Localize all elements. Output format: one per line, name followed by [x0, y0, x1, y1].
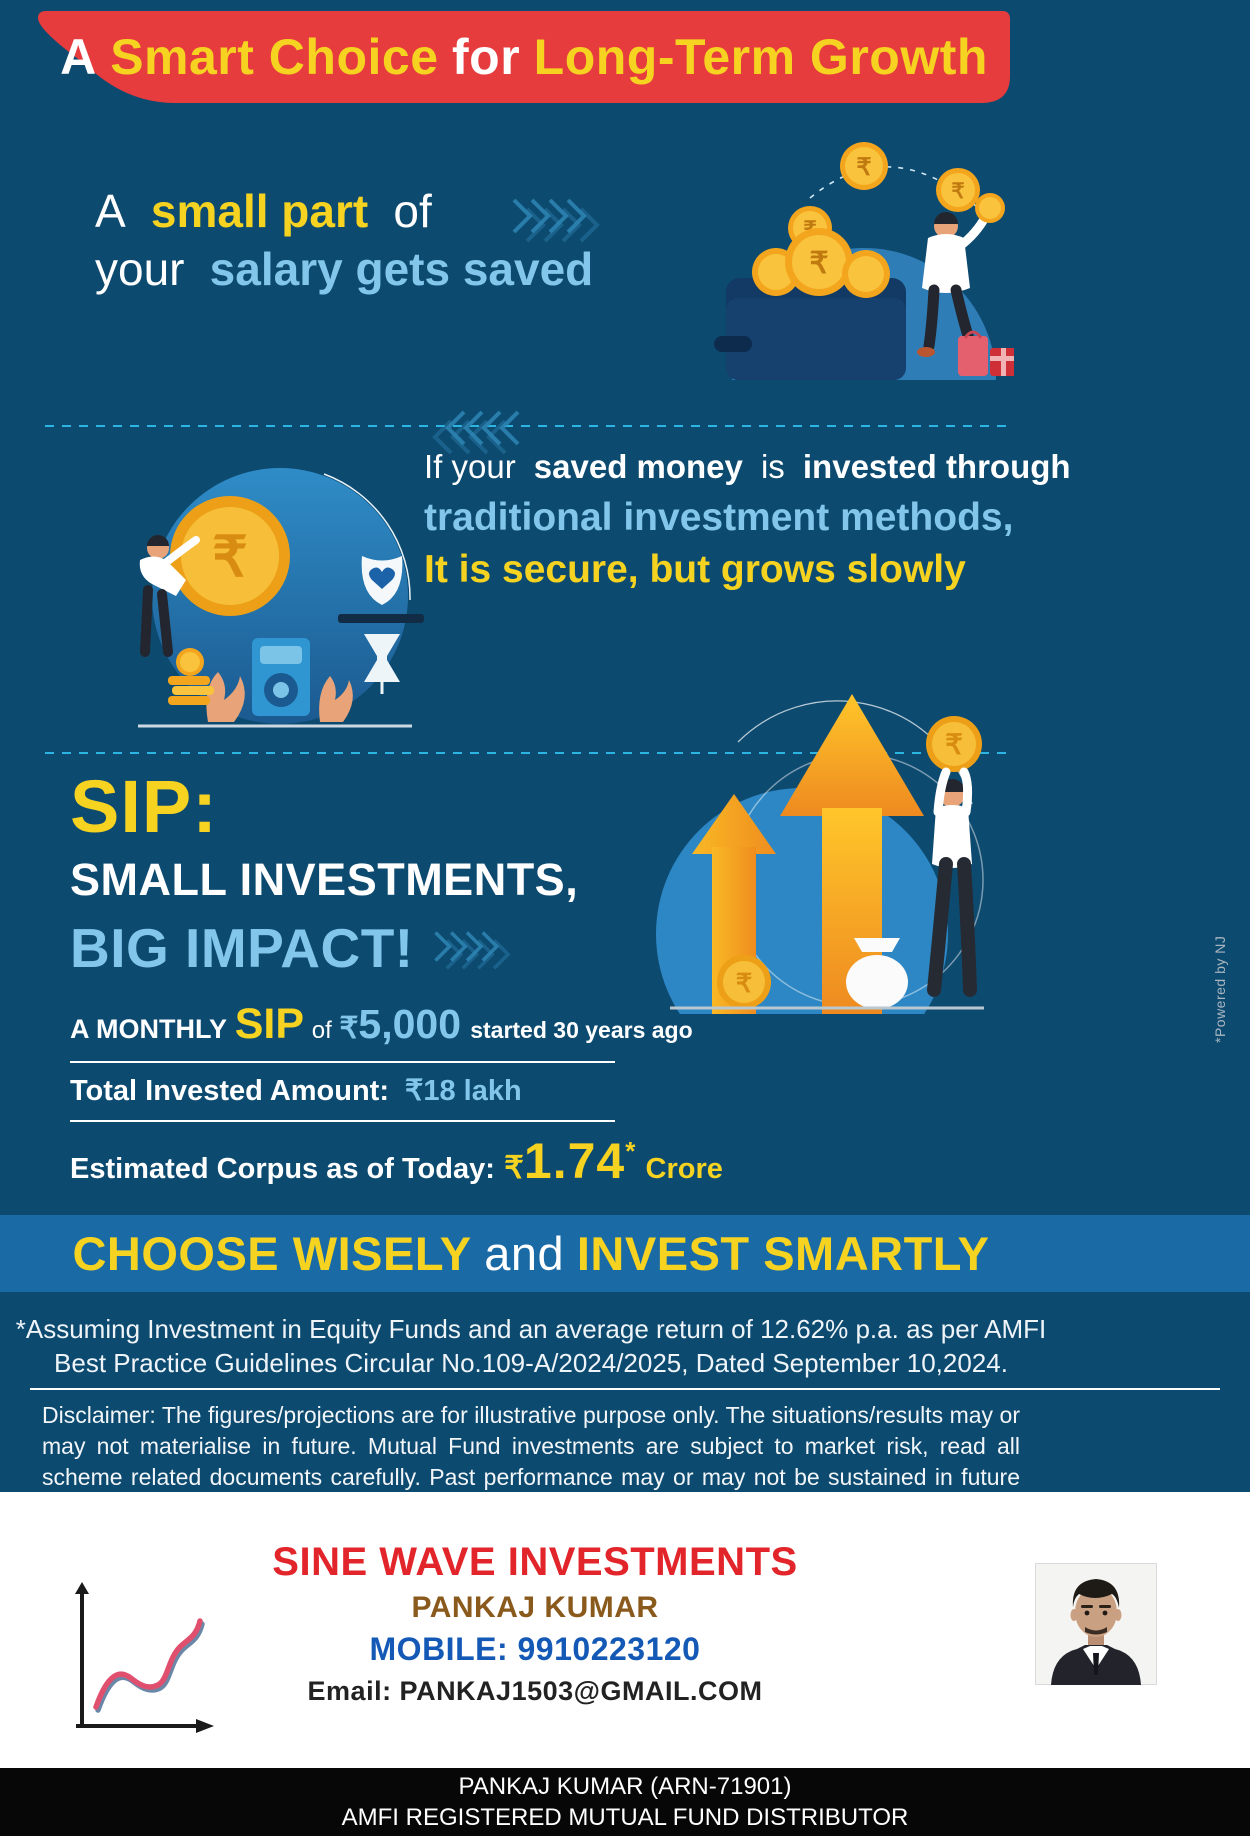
dashed-divider	[45, 425, 1013, 427]
monthly-amount: 5,000	[358, 1001, 462, 1047]
traditional-line1: If your saved money is invested through	[424, 448, 1071, 486]
pedestal-shape	[338, 614, 424, 623]
traditional-word: is	[760, 448, 785, 485]
amfi-line: AMFI REGISTERED MUTUAL FUND DISTRIBUTOR	[341, 1804, 909, 1831]
banner-word: A	[60, 29, 97, 85]
money-bag-icon	[846, 938, 908, 1009]
salary-word: A	[95, 185, 126, 237]
wallet-icon: ₹	[714, 228, 906, 380]
banner-word-highlight: Smart Choice	[110, 29, 439, 85]
sip-monthly-line: A MONTHLY SIP of ₹ 5,000 started 30 year…	[70, 1000, 723, 1049]
coin-icon: ₹	[717, 955, 771, 1009]
corpus-unit: Crore	[645, 1153, 723, 1185]
advisor-photo	[1035, 1563, 1157, 1685]
banner-word-highlight: Long-Term Growth	[533, 29, 988, 85]
chevrons-left-icon	[424, 408, 524, 461]
shopping-bag-icon	[958, 330, 988, 376]
svg-text:₹: ₹	[856, 154, 871, 181]
choose-band: CHOOSE WISELY and INVEST SMARTLY	[0, 1215, 1250, 1292]
assumption-line1: *Assuming Investment in Equity Funds and…	[15, 1314, 1047, 1344]
sip-section: SIP: SMALL INVESTMENTS, BIG IMPACT! A MO…	[70, 770, 723, 1190]
traditional-investment-illustration: ₹	[112, 428, 432, 735]
traditional-heading: If your saved money is invested through …	[424, 448, 1071, 592]
chevrons-right-icon	[508, 196, 608, 249]
assumption-note: *Assuming Investment in Equity Funds and…	[0, 1312, 1062, 1380]
bottom-bar: PANKAJ KUMAR (ARN-71901) AMFI REGISTERED…	[0, 1768, 1250, 1836]
corpus-line: Estimated Corpus as of Today: ₹ 1.74 * C…	[70, 1132, 723, 1190]
invested-label: Total Invested Amount:	[70, 1075, 389, 1107]
corpus-value: 1.74	[523, 1133, 626, 1189]
company-name: SINE WAVE INVESTMENTS	[272, 1540, 798, 1584]
advisor-name: PANKAJ KUMAR	[411, 1591, 659, 1624]
banner-ribbon-shape	[38, 11, 1010, 103]
vault-icon	[252, 638, 310, 716]
choose-band-highlight: CHOOSE WISELY	[72, 1227, 472, 1280]
separator-line	[30, 1388, 1220, 1390]
email-address: Email: PANKAJ1503@GMAIL.COM	[307, 1676, 763, 1706]
powered-by-vertical-text: *Powered by NJ	[1212, 935, 1228, 1043]
svg-text:₹: ₹	[945, 729, 963, 760]
arn-line: PANKAJ KUMAR (ARN-71901)	[458, 1773, 792, 1800]
choose-band-text: CHOOSE WISELY and INVEST SMARTLY	[0, 1215, 1062, 1292]
monthly-tail: started 30 years ago	[470, 1017, 693, 1043]
salary-heading: A small part of your salary gets saved	[95, 182, 593, 298]
salary-heading-line2: your salary gets saved	[95, 240, 593, 298]
salary-word-highlight: small part	[150, 185, 369, 237]
salary-word: your	[95, 243, 185, 295]
chart-logo-icon	[60, 1582, 218, 1755]
dashed-divider	[45, 752, 1013, 754]
svg-text:₹: ₹	[736, 968, 753, 998]
mobile-number: MOBILE: 9910223120	[369, 1631, 701, 1667]
hourglass-icon	[364, 634, 400, 694]
traditional-line2: traditional investment methods,	[424, 496, 1014, 539]
svg-text:₹: ₹	[809, 247, 828, 280]
shield-heart-icon	[361, 556, 403, 605]
sip-subtitle2: BIG IMPACT!	[70, 912, 723, 984]
person-figure	[139, 535, 200, 657]
footer-contact-block: SINE WAVE INVESTMENTS PANKAJ KUMAR MOBIL…	[0, 1540, 1070, 1707]
svg-text:₹: ₹	[951, 180, 964, 203]
corpus-asterisk: *	[625, 1136, 636, 1166]
gift-box-icon	[990, 348, 1017, 376]
top-banner: A Smart Choice for Long-Term Growth	[35, 8, 1013, 106]
banner-word: for	[452, 29, 521, 85]
monthly-of-word: of	[311, 1017, 332, 1044]
rule-line	[70, 1061, 615, 1063]
coin-icon: ₹	[840, 142, 888, 190]
rule-line	[70, 1120, 615, 1122]
invested-line: Total Invested Amount: ₹18 lakh	[70, 1073, 723, 1108]
rupee-symbol: ₹	[504, 1150, 524, 1185]
coin-stack-icon	[168, 648, 214, 705]
salary-heading-line1: A small part of	[95, 182, 593, 240]
salary-saving-illustration: ₹ ₹ ₹ ₹	[714, 126, 1017, 389]
traditional-line3: It is secure, but grows slowly	[424, 548, 966, 591]
sip-subtitle2-text: BIG IMPACT!	[70, 917, 414, 979]
person-figure: ₹	[926, 716, 982, 997]
rupee-symbol: ₹	[339, 1012, 359, 1045]
traditional-word-bold: saved money	[533, 448, 743, 485]
chevrons-right-icon	[430, 920, 518, 984]
invested-value: ₹18 lakh	[404, 1075, 522, 1107]
monthly-sip-word: SIP	[234, 1000, 305, 1048]
salary-word-highlight: salary gets saved	[209, 243, 594, 295]
hand-shape	[206, 672, 353, 722]
monthly-label: A MONTHLY	[70, 1014, 228, 1044]
sip-growth-illustration: ₹ ₹	[652, 682, 997, 1080]
svg-text:₹: ₹	[212, 525, 248, 588]
traditional-word-bold: invested through	[802, 448, 1071, 485]
salary-word: of	[393, 185, 432, 237]
assumption-line2: Best Practice Guidelines Circular No.109…	[54, 1348, 1008, 1378]
sip-title: SIP:	[70, 765, 218, 848]
corpus-label: Estimated Corpus as of Today:	[70, 1153, 495, 1185]
traditional-word: If your	[424, 448, 516, 485]
big-coin-icon: ₹	[170, 496, 290, 616]
choose-band-word: and	[484, 1227, 565, 1280]
choose-band-highlight: INVEST SMARTLY	[576, 1227, 990, 1280]
coin-icon: ₹	[936, 168, 980, 212]
sip-subtitle1: SMALL INVESTMENTS,	[70, 854, 579, 905]
banner-title: A Smart Choice for Long-Term Growth	[35, 8, 1013, 106]
